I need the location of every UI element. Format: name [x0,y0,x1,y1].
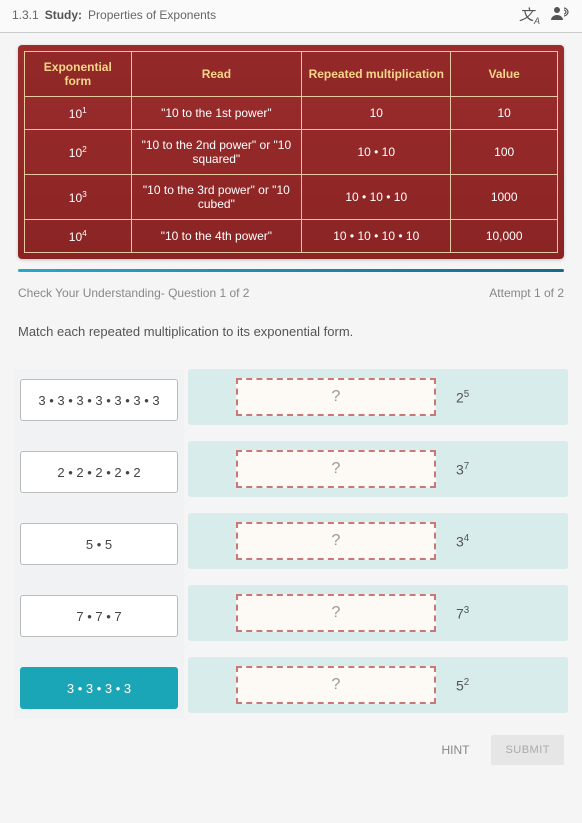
cell-mult: 10 [302,97,451,130]
breadcrumb: 1.3.1 Study: Properties of Exponents [12,8,216,22]
study-label: Study: [45,8,82,22]
th-val: Value [451,52,558,97]
translate-icon[interactable]: 文A [519,4,540,26]
question-prompt: Match each repeated multiplication to it… [18,324,564,339]
table-row: 101"10 to the 1st power"1010 [25,97,558,130]
th-read: Read [131,52,302,97]
cell-mult: 10 • 10 [302,130,451,175]
target-column: ? 25? 37? 34? 73? 52 [188,369,568,719]
cell-read: "10 to the 2nd power" or "10 squared" [131,130,302,175]
target-row: ? 37 [188,441,568,497]
cell-val: 10,000 [451,220,558,253]
cell-read: "10 to the 1st power" [131,97,302,130]
drop-zone[interactable]: ? [236,522,436,560]
source-card[interactable]: 5 • 5 [20,523,178,565]
source-column: 3 • 3 • 3 • 3 • 3 • 3 • 3 2 • 2 • 2 • 2 •… [14,369,184,719]
target-label: 73 [456,605,469,622]
attempt-indicator: Attempt 1 of 2 [489,286,564,300]
cell-val: 10 [451,97,558,130]
source-card[interactable]: 7 • 7 • 7 [20,595,178,637]
cell-mult: 10 • 10 • 10 • 10 [302,220,451,253]
cell-read: "10 to the 4th power" [131,220,302,253]
target-row: ? 73 [188,585,568,641]
target-label: 34 [456,533,469,550]
drop-zone[interactable]: ? [236,378,436,416]
page-title: Properties of Exponents [88,8,216,22]
footer-actions: HINT SUBMIT [0,735,564,765]
cell-exp: 102 [25,130,132,175]
th-exp: Exponential form [25,52,132,97]
breadcrumb-number: 1.3.1 [12,8,39,22]
match-area: 3 • 3 • 3 • 3 • 3 • 3 • 3 2 • 2 • 2 • 2 •… [14,369,568,719]
cell-exp: 104 [25,220,132,253]
th-mult: Repeated multiplication [302,52,451,97]
hint-button[interactable]: HINT [429,735,481,765]
drop-zone[interactable]: ? [236,450,436,488]
question-indicator: Check Your Understanding- Question 1 of … [18,286,249,300]
check-row: Check Your Understanding- Question 1 of … [18,286,564,300]
cell-val: 1000 [451,175,558,220]
target-row: ? 34 [188,513,568,569]
target-label: 37 [456,461,469,478]
section-divider [18,269,564,272]
cell-exp: 103 [25,175,132,220]
cell-val: 100 [451,130,558,175]
drop-zone[interactable]: ? [236,594,436,632]
table-row: 103"10 to the 3rd power" or "10 cubed"10… [25,175,558,220]
drop-zone[interactable]: ? [236,666,436,704]
target-row: ? 52 [188,657,568,713]
cell-read: "10 to the 3rd power" or "10 cubed" [131,175,302,220]
reference-table: Exponential form Read Repeated multiplic… [18,45,564,259]
target-label: 52 [456,677,469,694]
submit-button[interactable]: SUBMIT [491,735,564,765]
header-bar: 1.3.1 Study: Properties of Exponents 文A [0,0,582,33]
target-row: ? 25 [188,369,568,425]
cell-mult: 10 • 10 • 10 [302,175,451,220]
source-card[interactable]: 2 • 2 • 2 • 2 • 2 [20,451,178,493]
source-card[interactable]: 3 • 3 • 3 • 3 [20,667,178,709]
table-row: 102"10 to the 2nd power" or "10 squared"… [25,130,558,175]
source-card[interactable]: 3 • 3 • 3 • 3 • 3 • 3 • 3 [20,379,178,421]
target-label: 25 [456,389,469,406]
table-row: 104"10 to the 4th power"10 • 10 • 10 • 1… [25,220,558,253]
cell-exp: 101 [25,97,132,130]
avatar-icon[interactable] [550,6,570,24]
